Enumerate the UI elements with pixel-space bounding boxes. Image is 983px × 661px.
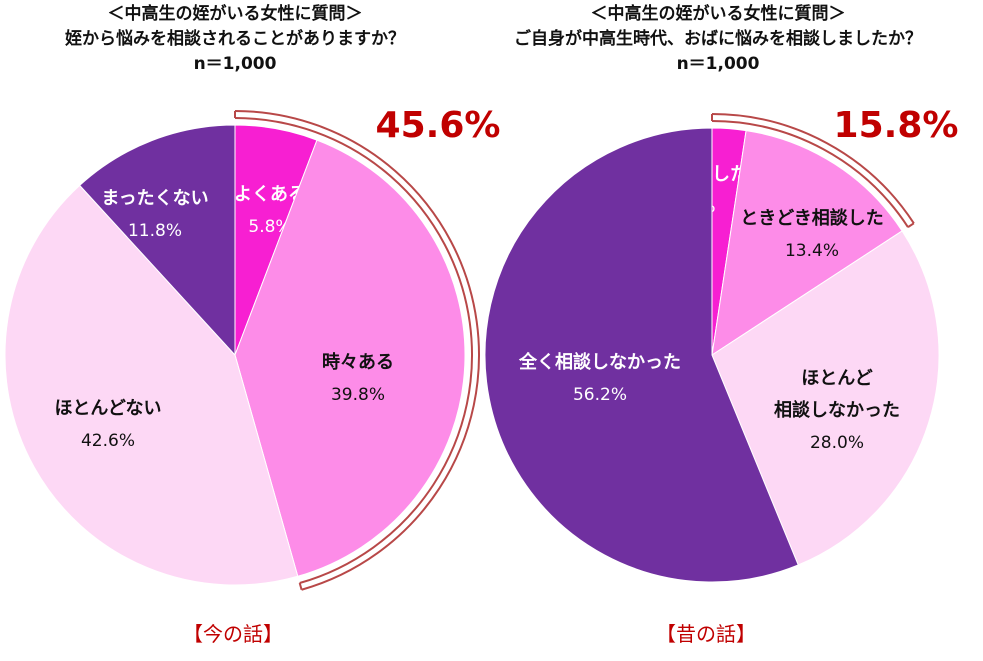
left-title-line-1: ＜中高生の姪がいる女性に質問＞ bbox=[107, 4, 363, 24]
right-footer-label: 【昔の話】 bbox=[656, 622, 756, 646]
right-slice-2-label: ときどき相談した bbox=[740, 207, 883, 229]
left-slice-2-label: 時々ある bbox=[322, 352, 394, 373]
right-slice-3-label-line-1: ほとんど bbox=[801, 368, 872, 389]
right-slice-3-label-line-2: 相談しなかった bbox=[774, 399, 900, 421]
right-title-line-2: ご自身が中高生時代、おばに悩みを相談しましたか？ bbox=[514, 29, 922, 49]
left-highlight-bracket-cap-2 bbox=[298, 582, 303, 591]
right-slice-4-value: 56.2% bbox=[573, 385, 627, 405]
right-slice-2 bbox=[711, 130, 903, 357]
left-highlight-bracket-inner bbox=[234, 117, 474, 584]
left-slice-1-label: よくある bbox=[234, 184, 306, 205]
left-footer-label: 【今の話】 bbox=[183, 622, 283, 646]
left-slice-2 bbox=[234, 139, 466, 577]
left-slice-4 bbox=[78, 124, 236, 357]
right-slice-4-label: 全く相談しなかった bbox=[518, 351, 681, 373]
left-slice-3-label: ほとんどない bbox=[54, 398, 161, 419]
left-slice-1-value: 5.8% bbox=[248, 217, 291, 237]
left-slice-3-value: 42.6% bbox=[81, 431, 135, 451]
right-slice-3 bbox=[711, 230, 940, 566]
left-slice-4-label: まったくない bbox=[101, 188, 208, 209]
right-slice-4 bbox=[484, 127, 799, 583]
right-highlight-total: 15.8% bbox=[834, 105, 959, 146]
left-title-line-3: n＝1,000 bbox=[193, 54, 277, 74]
right-highlight-bracket-cap-2 bbox=[907, 222, 915, 228]
right-slice-2-value: 13.4% bbox=[785, 241, 839, 261]
right-highlight-bracket-outer bbox=[711, 113, 915, 224]
right-slice-3-value: 28.0% bbox=[810, 433, 864, 453]
left-slice-2-value: 39.8% bbox=[331, 385, 385, 405]
right-highlight-bracket-inner bbox=[711, 120, 909, 228]
left-highlight-total: 45.6% bbox=[376, 105, 501, 146]
right-chart-title: ＜中高生の姪がいる女性に質問＞ ご自身が中高生時代、おばに悩みを相談しましたか？… bbox=[468, 2, 968, 77]
left-slice-3 bbox=[4, 184, 299, 586]
right-title-line-3: n＝1,000 bbox=[676, 54, 760, 74]
right-title-line-1: ＜中高生の姪がいる女性に質問＞ bbox=[590, 4, 846, 24]
left-slice-4-value: 11.8% bbox=[128, 221, 182, 241]
left-title-line-2: 姪から悩みを相談されることがありますか？ bbox=[65, 29, 405, 49]
left-highlight-bracket-outer bbox=[234, 110, 480, 591]
left-chart-title: ＜中高生の姪がいる女性に質問＞ 姪から悩みを相談されることがありますか？ n＝1… bbox=[0, 2, 470, 77]
